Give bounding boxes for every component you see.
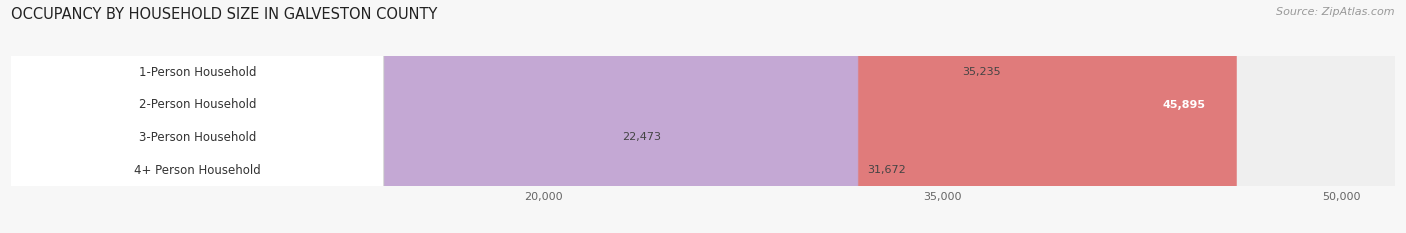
FancyBboxPatch shape — [7, 0, 613, 233]
FancyBboxPatch shape — [6, 0, 1400, 233]
FancyBboxPatch shape — [6, 0, 1400, 233]
Text: Source: ZipAtlas.com: Source: ZipAtlas.com — [1277, 7, 1395, 17]
Text: 31,672: 31,672 — [868, 165, 905, 175]
FancyBboxPatch shape — [8, 0, 384, 233]
Text: OCCUPANCY BY HOUSEHOLD SIZE IN GALVESTON COUNTY: OCCUPANCY BY HOUSEHOLD SIZE IN GALVESTON… — [11, 7, 437, 22]
Text: 1-Person Household: 1-Person Household — [139, 66, 256, 79]
FancyBboxPatch shape — [6, 0, 1400, 233]
FancyBboxPatch shape — [8, 0, 384, 233]
Text: 35,235: 35,235 — [962, 67, 1001, 77]
FancyBboxPatch shape — [8, 0, 384, 233]
Text: 45,895: 45,895 — [1163, 100, 1206, 110]
Text: 2-Person Household: 2-Person Household — [139, 98, 256, 111]
Text: 22,473: 22,473 — [623, 133, 661, 142]
FancyBboxPatch shape — [6, 0, 1400, 233]
FancyBboxPatch shape — [7, 0, 953, 233]
FancyBboxPatch shape — [7, 0, 1236, 233]
FancyBboxPatch shape — [7, 0, 858, 233]
Text: 4+ Person Household: 4+ Person Household — [134, 164, 262, 177]
FancyBboxPatch shape — [8, 0, 384, 233]
Text: 3-Person Household: 3-Person Household — [139, 131, 256, 144]
